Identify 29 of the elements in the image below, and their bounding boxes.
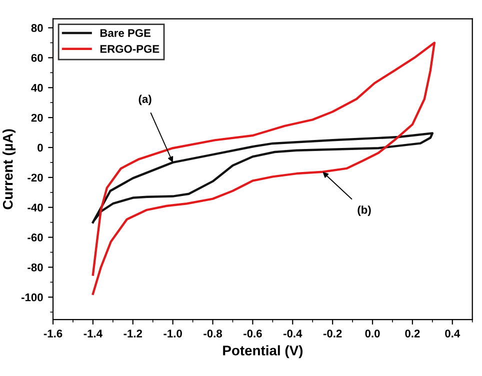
y-tick-label: 0 xyxy=(38,144,43,152)
legend-label: ERGO-PGE xyxy=(100,45,160,53)
y-tick-label: -80 xyxy=(28,263,43,272)
y-tick-label: 80 xyxy=(31,24,43,32)
x-axis-title: Potential (V) xyxy=(223,345,303,358)
y-tick-label: -20 xyxy=(28,174,43,182)
x-tick-label: -0.6 xyxy=(244,330,262,338)
x-tick-label: -0.2 xyxy=(323,330,342,338)
y-tick-label: 20 xyxy=(31,114,43,122)
x-tick-label: -1.2 xyxy=(124,330,142,338)
x-tick-label: -0.8 xyxy=(204,330,222,338)
x-tick-label: -0.4 xyxy=(284,330,302,338)
y-tick-label: -60 xyxy=(28,234,43,242)
x-tick-label: 0.4 xyxy=(445,330,460,338)
legend-label: Bare PGE xyxy=(100,29,151,37)
line-series xyxy=(92,42,436,295)
annotation: (b) xyxy=(358,206,371,216)
y-tick-label: -100 xyxy=(21,293,43,302)
y-axis-title: Current (µA) xyxy=(2,129,16,210)
y-tick-label: -40 xyxy=(28,204,43,212)
x-tick-label: -1.4 xyxy=(84,330,102,338)
y-tick-label: 40 xyxy=(31,84,43,92)
y-tick-label: 60 xyxy=(31,54,43,62)
x-tick-label: 0.2 xyxy=(405,330,420,338)
x-tick-label: 0.0 xyxy=(365,330,380,338)
line-series xyxy=(92,132,434,224)
annotation: (a) xyxy=(138,94,152,106)
x-tick-label: -1.0 xyxy=(164,330,182,338)
x-tick-label: -1.6 xyxy=(44,330,62,338)
